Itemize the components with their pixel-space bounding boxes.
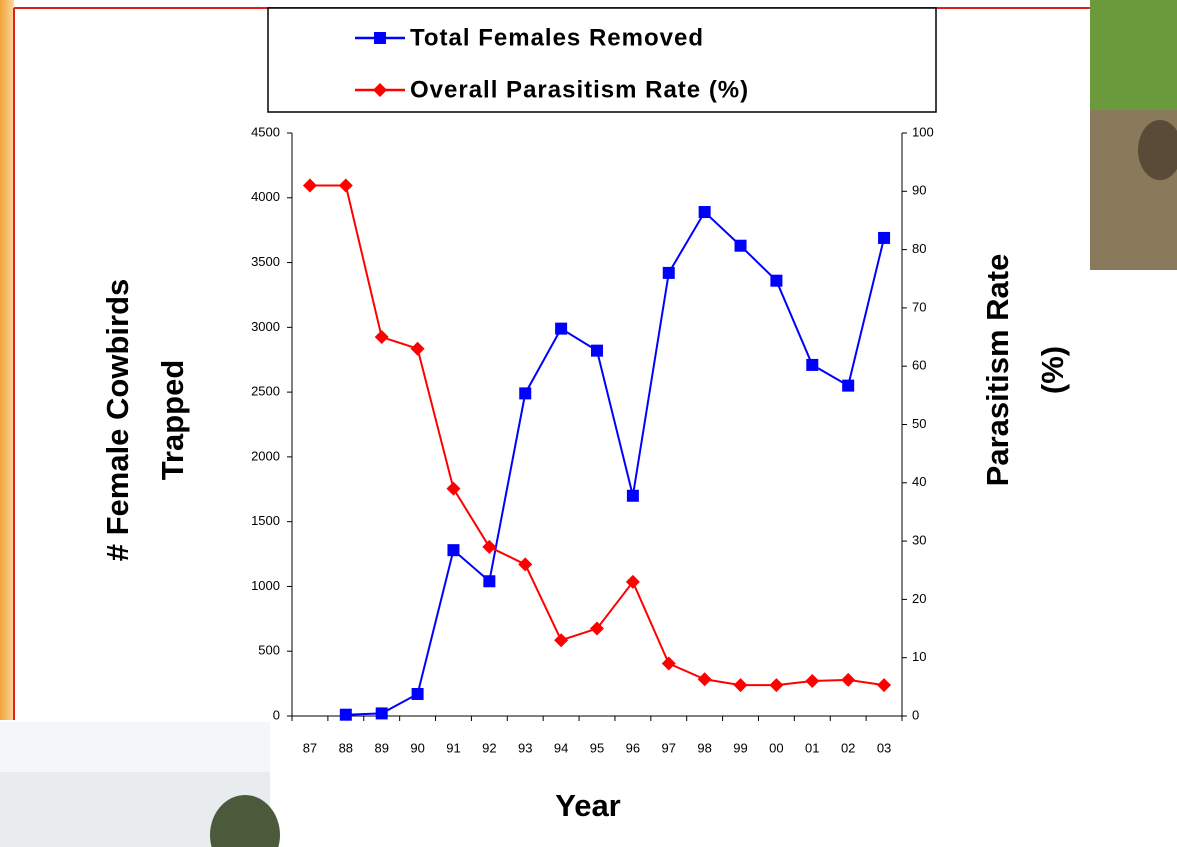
marker [769, 678, 783, 692]
series-line [346, 212, 884, 715]
x-tick-label: 94 [554, 740, 568, 755]
marker [518, 557, 532, 571]
x-tick-label: 99 [733, 740, 747, 755]
marker [411, 342, 425, 356]
y2-tick-label: 60 [912, 358, 926, 373]
marker [735, 240, 747, 252]
y2-tick-label: 50 [912, 416, 926, 431]
y2-tick-label: 80 [912, 241, 926, 256]
marker [841, 673, 855, 687]
marker [555, 323, 567, 335]
marker [591, 345, 603, 357]
marker [878, 232, 890, 244]
slide-border [0, 0, 14, 720]
photo-top-right [1090, 0, 1177, 270]
y2-axis-title: (%) [1035, 346, 1070, 394]
marker [375, 330, 389, 344]
y2-tick-label: 40 [912, 474, 926, 489]
marker [554, 633, 568, 647]
y-tick-label: 3500 [251, 254, 280, 269]
marker [805, 674, 819, 688]
marker [483, 575, 495, 587]
marker [376, 707, 388, 719]
marker [877, 678, 891, 692]
y-tick-label: 4000 [251, 189, 280, 204]
series-line [310, 185, 884, 685]
photo-bottom-left [0, 722, 280, 847]
y2-tick-label: 20 [912, 591, 926, 606]
marker [627, 490, 639, 502]
x-tick-label: 96 [626, 740, 640, 755]
x-tick-label: 88 [339, 740, 353, 755]
y-tick-label: 500 [258, 643, 280, 658]
y-tick-label: 2500 [251, 384, 280, 399]
marker [303, 178, 317, 192]
y-tick-label: 2000 [251, 448, 280, 463]
x-axis-title: Year [555, 788, 621, 823]
chart: Year 05001000150020002500300035004000450… [0, 0, 1177, 847]
y2-tick-label: 0 [912, 707, 919, 722]
marker [340, 709, 352, 721]
marker [339, 178, 353, 192]
y2-tick-label: 70 [912, 299, 926, 314]
marker [770, 275, 782, 287]
y-tick-label: 4500 [251, 124, 280, 139]
marker [447, 544, 459, 556]
x-tick-label: 98 [697, 740, 711, 755]
legend-label: Overall Parasitism Rate (%) [410, 76, 749, 103]
x-tick-label: 03 [877, 740, 891, 755]
marker [842, 380, 854, 392]
x-tick-label: 92 [482, 740, 496, 755]
y2-tick-label: 90 [912, 183, 926, 198]
y-tick-label: 1000 [251, 578, 280, 593]
x-tick-label: 93 [518, 740, 532, 755]
page: {"chart_data": {"type": "line", "ylabel"… [0, 0, 1177, 847]
x-tick-label: 00 [769, 740, 783, 755]
legend-label: Total Females Removed [410, 24, 704, 51]
marker [806, 359, 818, 371]
marker [519, 387, 531, 399]
marker [412, 688, 424, 700]
y-tick-label: 0 [273, 707, 280, 722]
marker [662, 657, 676, 671]
marker [698, 672, 712, 686]
marker [446, 482, 460, 496]
y2-tick-label: 30 [912, 533, 926, 548]
y-tick-label: 3000 [251, 319, 280, 334]
y2-axis-title: Parasitism Rate [980, 254, 1015, 487]
x-tick-label: 97 [662, 740, 676, 755]
x-tick-label: 01 [805, 740, 819, 755]
y-axis-title: # Female Cowbirds [100, 279, 135, 562]
y-tick-label: 1500 [251, 513, 280, 528]
x-tick-label: 90 [410, 740, 424, 755]
marker [663, 267, 675, 279]
y2-tick-label: 100 [912, 124, 934, 139]
y2-tick-label: 10 [912, 649, 926, 664]
x-tick-label: 02 [841, 740, 855, 755]
x-tick-label: 95 [590, 740, 604, 755]
marker [734, 678, 748, 692]
x-tick-label: 89 [374, 740, 388, 755]
marker [374, 32, 386, 44]
x-tick-label: 91 [446, 740, 460, 755]
x-tick-label: 87 [303, 740, 317, 755]
marker [699, 206, 711, 218]
y-axis-title: Trapped [155, 360, 190, 481]
